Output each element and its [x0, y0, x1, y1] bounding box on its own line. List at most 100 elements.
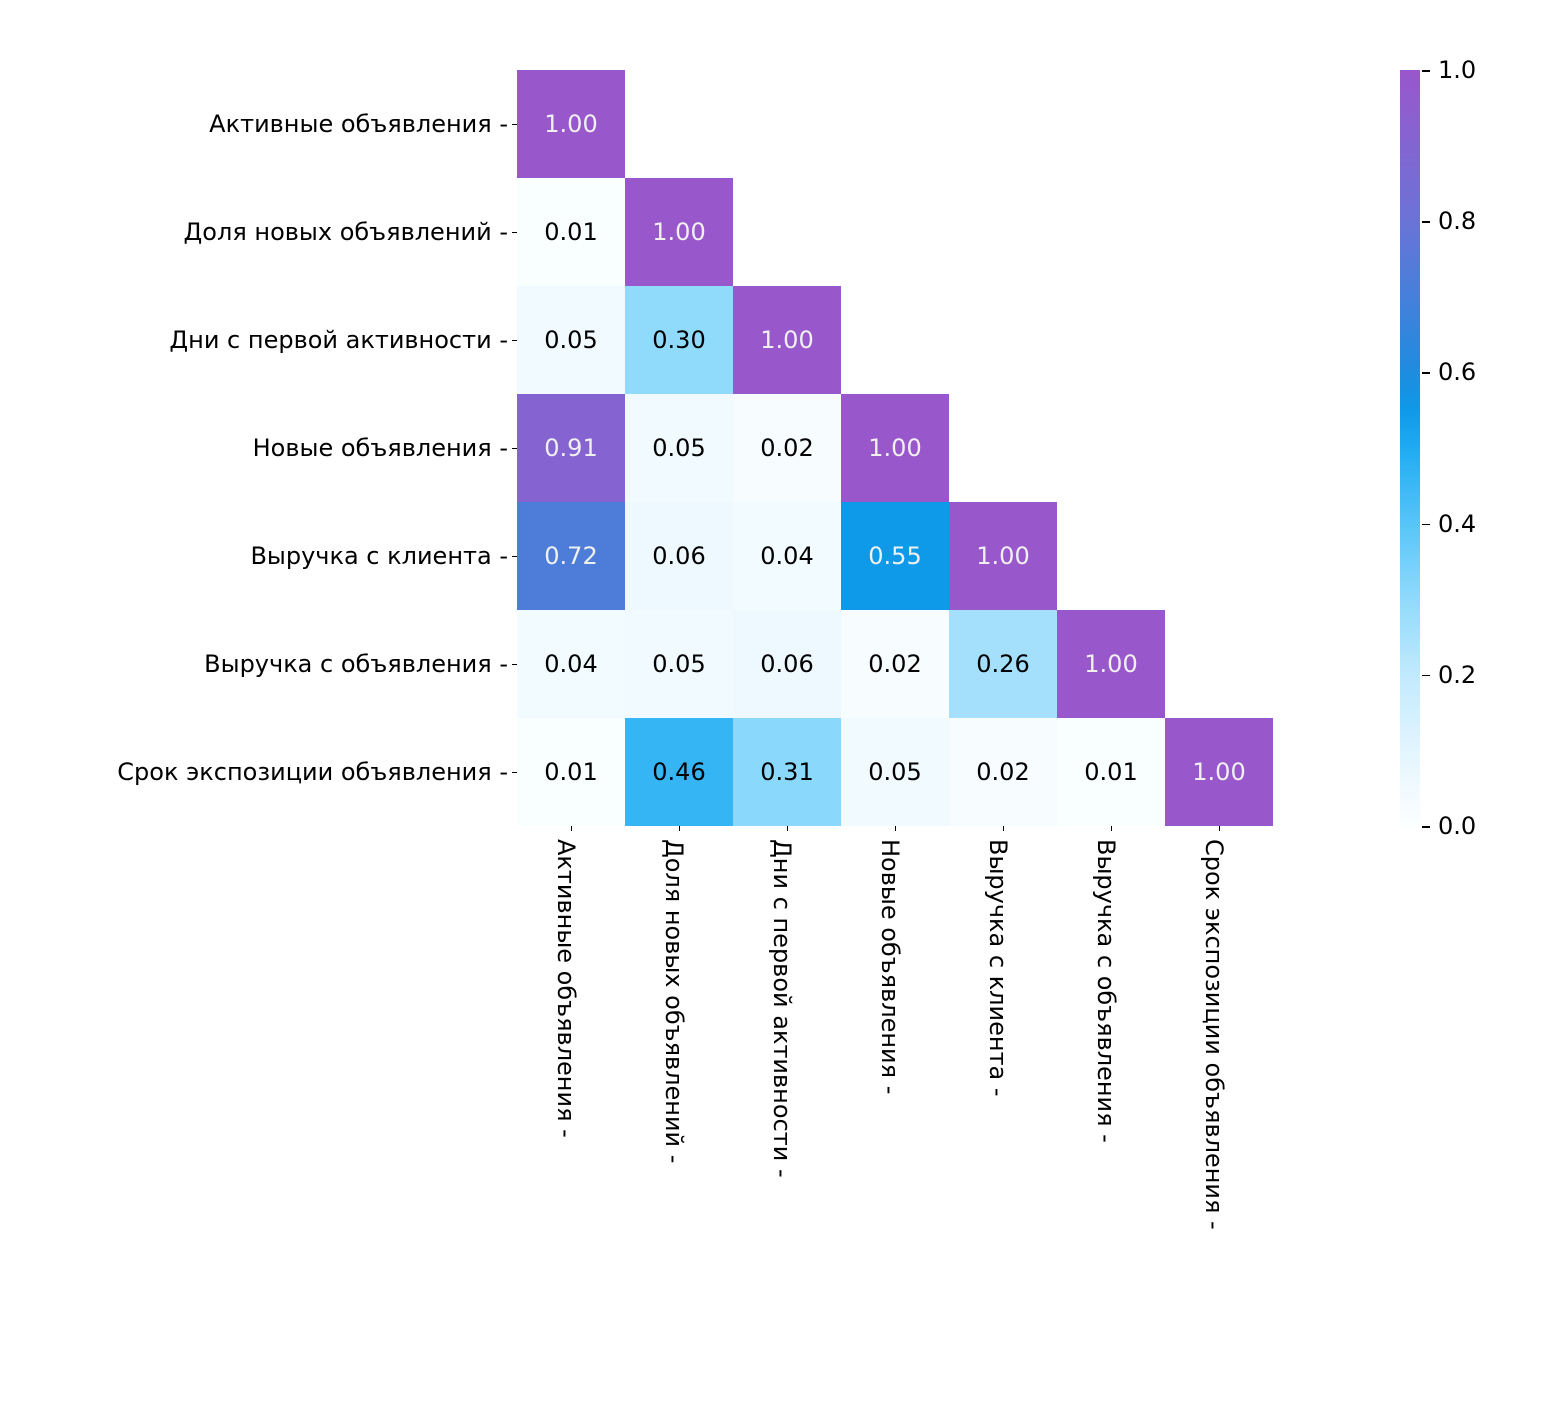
heatmap-cell: 1.00: [733, 286, 841, 394]
heatmap-grid: 1.00 0.01 1.00 0.05 0.30 1.00 0.91 0.05 0.02 1.00…: [517, 70, 1273, 826]
y-tick-mark: [512, 664, 517, 665]
x-axis-label: Срок экспозиции объявления -: [1200, 839, 1228, 1230]
x-tick-mark: [1219, 826, 1220, 831]
colorbar-gradient: [1400, 70, 1420, 826]
colorbar-tick-mark: [1422, 221, 1430, 223]
colorbar-tick-label: 0.2: [1438, 661, 1476, 689]
x-tick-mark: [895, 826, 896, 831]
heatmap-cell: 0.91: [517, 394, 625, 502]
heatmap-cell-value: 0.01: [544, 760, 597, 784]
y-axis-label: Новые объявления -: [253, 434, 508, 462]
heatmap-cell-value: 1.00: [652, 220, 705, 244]
y-axis-label: Срок экспозиции объявления -: [117, 758, 508, 786]
colorbar-tick-mark: [1422, 372, 1430, 374]
heatmap-cell-value: 0.05: [868, 760, 921, 784]
heatmap-cell: 0.06: [625, 502, 733, 610]
y-tick-mark: [512, 772, 517, 773]
heatmap-cell-value: 0.46: [652, 760, 705, 784]
heatmap-cell: 0.06: [733, 610, 841, 718]
heatmap-cell-value: 1.00: [976, 544, 1029, 568]
heatmap-cell-value: 0.05: [544, 328, 597, 352]
colorbar-tick-mark: [1422, 70, 1430, 72]
colorbar-tick-label: 0.4: [1438, 510, 1476, 538]
heatmap-cell-value: 0.26: [976, 652, 1029, 676]
colorbar-tick-label: 0.6: [1438, 358, 1476, 386]
heatmap-cell: 0.05: [841, 718, 949, 826]
heatmap-cell: 0.26: [949, 610, 1057, 718]
y-axis-label: Дни с первой активности -: [169, 326, 508, 354]
x-tick-mark: [1111, 826, 1112, 831]
y-tick-mark: [512, 232, 517, 233]
heatmap-cell-value: 0.04: [760, 544, 813, 568]
heatmap-cell-value: 0.02: [760, 436, 813, 460]
heatmap-cell: 0.30: [625, 286, 733, 394]
y-axis-label: Выручка с объявления -: [204, 650, 508, 678]
heatmap-cell: 0.04: [733, 502, 841, 610]
heatmap-cell: 0.04: [517, 610, 625, 718]
x-axis-label: Доля новых объявлений -: [660, 839, 688, 1163]
x-tick-mark: [571, 826, 572, 831]
colorbar-tick-mark: [1422, 524, 1430, 526]
heatmap-cell-value: 0.02: [868, 652, 921, 676]
heatmap-cell: 0.05: [625, 610, 733, 718]
x-axis-label: Активные объявления -: [552, 839, 580, 1138]
y-tick-mark: [512, 556, 517, 557]
y-axis-label: Выручка с клиента -: [250, 542, 508, 570]
heatmap-cell-value: 0.05: [652, 436, 705, 460]
x-tick-mark: [679, 826, 680, 831]
x-axis-label: Дни с первой активности -: [768, 839, 796, 1178]
y-tick-mark: [512, 448, 517, 449]
correlation-heatmap-figure: 1.000.011.000.050.301.000.910.050.021.00…: [0, 0, 1560, 1402]
heatmap-cell-value: 0.02: [976, 760, 1029, 784]
heatmap-cell: 0.02: [841, 610, 949, 718]
heatmap-cell-value: 1.00: [868, 436, 921, 460]
heatmap-cell: 0.05: [625, 394, 733, 502]
y-tick-mark: [512, 340, 517, 341]
heatmap-cell: 1.00: [1057, 610, 1165, 718]
y-axis-label: Активные объявления -: [209, 110, 508, 138]
heatmap-cell: 0.01: [517, 178, 625, 286]
heatmap-cell: 0.01: [517, 718, 625, 826]
x-axis-label: Новые объявления -: [876, 839, 904, 1094]
heatmap-cell: 1.00: [517, 70, 625, 178]
colorbar-tick-label: 1.0: [1438, 56, 1476, 84]
heatmap-cell: 0.01: [1057, 718, 1165, 826]
colorbar-tick-label: 0.0: [1438, 812, 1476, 840]
colorbar-tick-label: 0.8: [1438, 207, 1476, 235]
heatmap-cell-value: 0.01: [1084, 760, 1137, 784]
heatmap-cell: 0.55: [841, 502, 949, 610]
heatmap-cell-value: 0.04: [544, 652, 597, 676]
heatmap-cell: 0.46: [625, 718, 733, 826]
colorbar: [1400, 70, 1420, 826]
heatmap-cell: 1.00: [841, 394, 949, 502]
x-tick-mark: [787, 826, 788, 831]
heatmap-cell-value: 0.91: [544, 436, 597, 460]
heatmap-cell-value: 1.00: [1084, 652, 1137, 676]
heatmap-cell-value: 0.06: [760, 652, 813, 676]
heatmap-cell: 1.00: [1165, 718, 1273, 826]
heatmap-cell: 0.05: [517, 286, 625, 394]
heatmap-cell: 0.31: [733, 718, 841, 826]
colorbar-tick-mark: [1422, 675, 1430, 677]
x-axis-label: Выручка с клиента -: [984, 839, 1012, 1097]
heatmap-cell-value: 0.06: [652, 544, 705, 568]
heatmap-cell-value: 0.30: [652, 328, 705, 352]
heatmap-cell: 0.72: [517, 502, 625, 610]
x-axis-label: Выручка с объявления -: [1092, 839, 1120, 1143]
heatmap-cell-value: 1.00: [1192, 760, 1245, 784]
heatmap-cell-value: 1.00: [544, 112, 597, 136]
heatmap-cell: 0.02: [733, 394, 841, 502]
heatmap-cell-value: 1.00: [760, 328, 813, 352]
y-tick-mark: [512, 124, 517, 125]
heatmap-cell: 0.02: [949, 718, 1057, 826]
heatmap-cell-value: 0.31: [760, 760, 813, 784]
heatmap-cell-value: 0.05: [652, 652, 705, 676]
heatmap-cell: 1.00: [625, 178, 733, 286]
heatmap-cell-value: 0.55: [868, 544, 921, 568]
colorbar-tick-mark: [1422, 826, 1430, 828]
heatmap-cell-value: 0.01: [544, 220, 597, 244]
heatmap-cell-value: 0.72: [544, 544, 597, 568]
heatmap-cell: 1.00: [949, 502, 1057, 610]
y-axis-label: Доля новых объявлений -: [184, 218, 508, 246]
x-tick-mark: [1003, 826, 1004, 831]
